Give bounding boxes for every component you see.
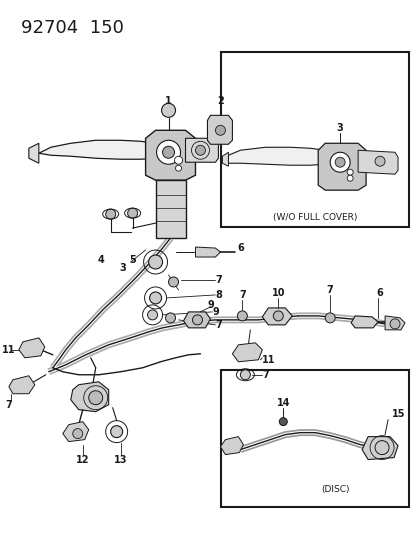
Text: 6: 6	[236, 243, 243, 253]
Polygon shape	[63, 422, 88, 442]
Circle shape	[148, 255, 162, 269]
Text: 4: 4	[97, 255, 104, 265]
Text: 7: 7	[326, 285, 333, 295]
Circle shape	[240, 370, 250, 379]
Polygon shape	[183, 312, 210, 328]
Circle shape	[273, 311, 282, 321]
Text: 92704  150: 92704 150	[21, 19, 123, 37]
Bar	[221, 370, 408, 507]
Text: 9: 9	[211, 307, 218, 317]
Circle shape	[105, 209, 115, 219]
Circle shape	[88, 391, 102, 405]
Polygon shape	[318, 143, 365, 190]
Text: (DISC): (DISC)	[320, 485, 349, 494]
Circle shape	[279, 418, 287, 426]
Text: 7: 7	[214, 275, 221, 285]
Polygon shape	[207, 115, 232, 144]
Polygon shape	[228, 147, 335, 165]
Circle shape	[374, 441, 388, 455]
Text: 11: 11	[262, 355, 275, 365]
Circle shape	[73, 429, 83, 439]
Bar	[221, 52, 408, 227]
Circle shape	[149, 292, 161, 304]
Circle shape	[156, 140, 180, 164]
Polygon shape	[71, 382, 109, 411]
Circle shape	[147, 310, 157, 320]
Polygon shape	[155, 180, 185, 238]
Polygon shape	[185, 138, 218, 162]
Polygon shape	[29, 143, 39, 163]
Text: 7: 7	[5, 400, 12, 410]
Text: 10: 10	[271, 288, 285, 298]
Circle shape	[110, 426, 122, 438]
Text: 9: 9	[206, 300, 213, 310]
Polygon shape	[39, 140, 168, 159]
Text: 8: 8	[214, 290, 221, 300]
Circle shape	[162, 146, 174, 158]
Polygon shape	[220, 437, 243, 455]
Circle shape	[389, 319, 399, 329]
Text: 12: 12	[76, 455, 89, 465]
Text: 7: 7	[238, 290, 245, 300]
Text: 14: 14	[276, 398, 290, 408]
Text: 15: 15	[391, 409, 405, 419]
Text: 13: 13	[114, 455, 127, 465]
Text: 1: 1	[165, 96, 171, 107]
Text: 7: 7	[214, 320, 221, 330]
Circle shape	[175, 165, 181, 171]
Polygon shape	[357, 150, 397, 174]
Circle shape	[192, 315, 202, 325]
Polygon shape	[262, 308, 292, 325]
Text: 5: 5	[129, 255, 135, 265]
Circle shape	[324, 313, 335, 323]
Polygon shape	[384, 316, 404, 330]
Circle shape	[215, 125, 225, 135]
Circle shape	[347, 169, 352, 175]
Text: 2: 2	[216, 96, 223, 107]
Circle shape	[237, 311, 247, 321]
Polygon shape	[222, 152, 228, 166]
Circle shape	[174, 156, 182, 164]
Text: 3: 3	[119, 263, 126, 273]
Circle shape	[165, 313, 175, 323]
Text: (W/O FULL COVER): (W/O FULL COVER)	[272, 213, 356, 222]
Circle shape	[335, 157, 344, 167]
Polygon shape	[350, 316, 377, 328]
Text: 6: 6	[376, 288, 382, 298]
Circle shape	[168, 277, 178, 287]
Circle shape	[374, 156, 384, 166]
Circle shape	[195, 146, 205, 155]
Text: 3: 3	[336, 123, 343, 133]
Text: 11: 11	[2, 345, 16, 355]
Polygon shape	[232, 343, 262, 362]
Polygon shape	[361, 437, 397, 459]
Circle shape	[347, 175, 352, 181]
Circle shape	[330, 152, 349, 172]
Polygon shape	[9, 376, 35, 394]
Polygon shape	[195, 247, 220, 257]
Circle shape	[127, 208, 137, 218]
Text: 7: 7	[261, 370, 268, 379]
Circle shape	[161, 103, 175, 117]
Polygon shape	[145, 130, 195, 180]
Polygon shape	[19, 338, 45, 358]
